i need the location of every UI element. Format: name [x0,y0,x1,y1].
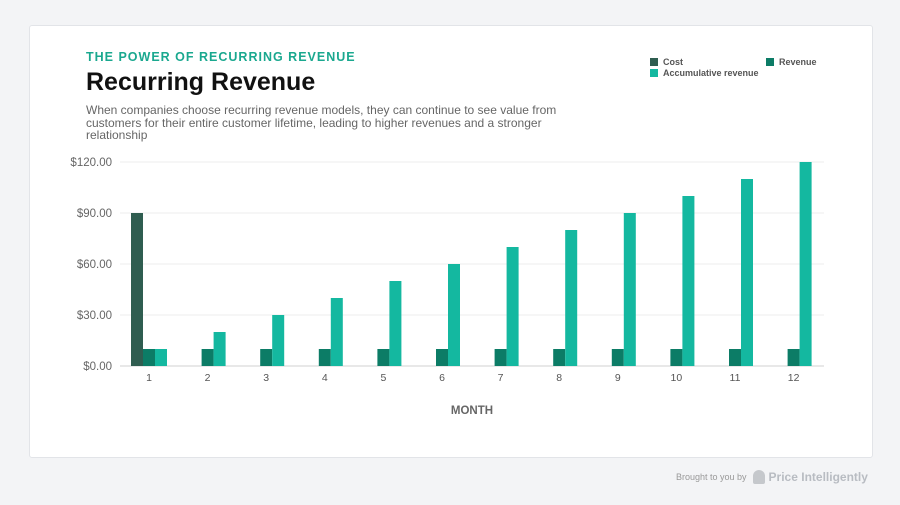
x-axis-label: MONTH [451,405,493,417]
bar-accumulative-revenue[interactable] [506,247,519,366]
bar-revenue[interactable] [670,349,683,366]
x-tick-label: 5 [380,372,386,384]
x-tick-label: 10 [671,372,683,384]
x-tick-label: 11 [730,372,741,384]
bar-revenue[interactable] [611,349,624,366]
y-tick-label: $60.00 [77,259,112,271]
x-tick-label: 2 [205,372,211,384]
legend-label: Accumulative revenue [663,68,759,78]
x-tick-label: 6 [439,372,445,384]
legend-cost: Cost [650,57,683,67]
legend-accumulative: Accumulative revenue [650,68,759,78]
x-tick-label: 12 [788,372,800,384]
bar-revenue[interactable] [143,349,155,366]
legend-swatch [650,58,658,66]
brand-name: Price Intelligently [768,470,868,484]
y-tick-label: $120.00 [70,157,112,169]
x-tick-label: 4 [322,372,328,384]
bar-accumulative-revenue[interactable] [623,213,636,366]
chart-card [29,25,873,458]
bar-revenue[interactable] [377,349,390,366]
subtitle: When companies choose recurring revenue … [86,103,557,142]
bar-revenue[interactable] [787,349,800,366]
bar-accumulative-revenue[interactable] [448,264,460,366]
legend-label: Revenue [779,57,817,67]
legend-revenue: Revenue [766,57,817,67]
bar-revenue[interactable] [318,349,331,366]
bar-accumulative-revenue[interactable] [213,332,226,366]
x-tick-label: 3 [263,372,269,384]
footer-text: Brought to you by [676,472,747,482]
x-tick-label: 8 [556,372,562,384]
y-tick-label: $90.00 [77,208,112,220]
x-tick-label: 9 [615,372,621,384]
bar-revenue[interactable] [729,349,741,366]
bar-accumulative-revenue[interactable] [389,281,402,366]
price-intelligently-icon [752,470,765,484]
bar-accumulative-revenue[interactable] [155,349,167,366]
x-tick-label: 1 [146,372,152,384]
bar-accumulative-revenue[interactable] [272,315,285,366]
footer: Brought to you by Price Intelligently [676,470,868,484]
legend-swatch [766,58,774,66]
brand-logo[interactable]: Price Intelligently [752,470,868,484]
bar-revenue[interactable] [494,349,507,366]
page-title: Recurring Revenue [86,68,316,96]
x-tick-label: 7 [498,372,504,384]
bar-accumulative-revenue[interactable] [682,196,695,366]
bar-revenue[interactable] [553,349,566,366]
bar-accumulative-revenue[interactable] [565,230,578,366]
bar-revenue[interactable] [436,349,448,366]
legend-swatch [650,69,658,77]
bar-accumulative-revenue[interactable] [741,179,753,366]
bar-cost[interactable] [131,213,143,366]
bar-accumulative-revenue[interactable] [799,162,812,366]
bar-accumulative-revenue[interactable] [330,298,343,366]
bar-revenue[interactable] [201,349,214,366]
y-tick-label: $0.00 [83,361,112,373]
eyebrow: THE POWER OF RECURRING REVENUE [86,50,356,64]
y-tick-label: $30.00 [77,310,112,322]
bar-revenue[interactable] [260,349,273,366]
legend-label: Cost [663,57,683,67]
